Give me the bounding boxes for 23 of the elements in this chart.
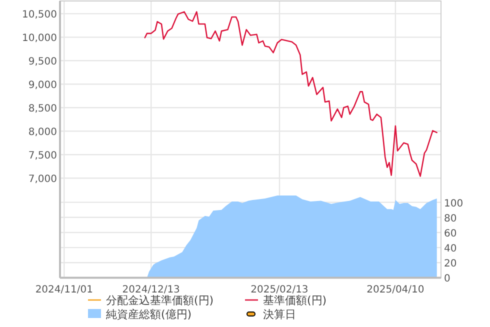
legend-label: 基準価額(円): [263, 294, 327, 307]
line-series: [144, 11, 438, 177]
y-tick-label: 10,000: [22, 33, 57, 44]
x-tick-label: 2025/02/13: [250, 284, 308, 296]
y-tick-label: 7,500: [28, 150, 57, 162]
y-tick-label: 9,500: [28, 56, 57, 68]
y-tick-label: 8,500: [28, 104, 57, 115]
y-tick-label: 8,000: [28, 127, 57, 138]
x-tick-label: 2025/04/10: [366, 284, 424, 296]
legend-label: 純資産総額(億円): [106, 308, 192, 321]
y2-tick-label: 0: [444, 274, 450, 285]
y2-tick-label: 20: [444, 258, 457, 270]
x-tick-label: 2024/12/13: [122, 284, 180, 296]
y2-tick-label: 40: [444, 244, 457, 255]
x-tick-label: 2024/11/01: [35, 284, 93, 296]
y-tick-label: 10,500: [22, 10, 57, 21]
y-tick-label: 7,000: [28, 174, 57, 186]
y2-tick-label: 80: [444, 213, 457, 224]
legend-label: 分配金込基準価額(円): [106, 294, 214, 307]
y2-tick-label: 60: [444, 228, 457, 240]
y-tick-label: 9,000: [28, 80, 57, 92]
legend-label: 決算日: [263, 308, 296, 321]
y2-tick-label: 100: [444, 198, 464, 210]
